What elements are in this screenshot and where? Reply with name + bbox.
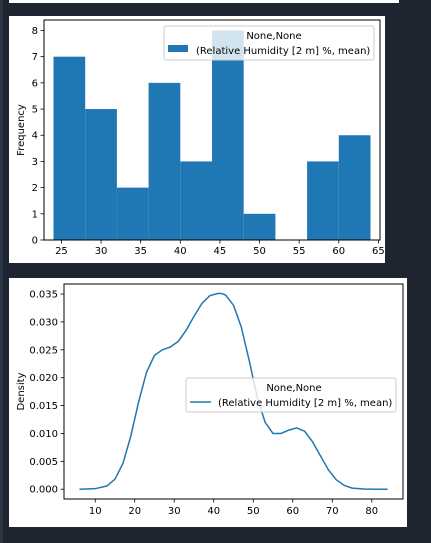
density-y-tick-label: 0.035 [29, 290, 58, 301]
density-legend: None,None (Relative Humidity [2 m] %, me… [185, 377, 397, 413]
histogram-y-axis-label: Frequency [16, 104, 27, 156]
histogram-x-tick-label: 55 [293, 246, 306, 257]
histogram-bar [53, 56, 86, 240]
histogram-bar [243, 213, 276, 240]
density-y-tick-label: 0.020 [29, 373, 58, 384]
cell-edge [0, 0, 3, 543]
histogram-y-tick-label: 6 [32, 78, 38, 89]
density-x-tick-label: 20 [128, 506, 141, 517]
histogram-x-tick-label: 50 [253, 246, 266, 257]
density-chart: 10 20 30 40 50 60 70 80 0.000 0.005 0.010 0.015 0.0… [16, 283, 404, 517]
density-figure: 10 20 30 40 50 60 70 80 0.000 0.005 0.010 0.015 0.0… [9, 278, 407, 527]
density-y-tick-label: 0.000 [29, 485, 58, 496]
histogram-x-tick-label: 40 [174, 246, 187, 257]
histogram-x-tick-label: 65 [372, 246, 385, 257]
density-x-tick-label: 40 [207, 506, 220, 517]
histogram-bar [116, 187, 149, 240]
density-x-tick-label: 70 [326, 506, 339, 517]
histogram-y-tick-label: 3 [32, 157, 38, 168]
histogram-bar [338, 135, 371, 240]
histogram-bar [212, 30, 244, 240]
previous-output-strip [9, 0, 399, 3]
histogram-bar [180, 161, 212, 240]
density-x-tick-label: 50 [247, 506, 260, 517]
histogram-bar [85, 109, 117, 240]
density-legend-title: None,None [266, 383, 321, 394]
histogram-x-tick-label: 30 [95, 246, 108, 257]
density-x-tick-label: 60 [286, 506, 299, 517]
histogram-x-tick-label: 60 [332, 246, 345, 257]
histogram-bar [148, 82, 181, 240]
histogram-bar [307, 161, 339, 240]
density-x-tick-label: 80 [365, 506, 378, 517]
density-legend-label: (Relative Humidity [2 m] %, mean) [218, 398, 392, 409]
histogram-legend-title: None,None [246, 31, 301, 42]
histogram-legend-label: (Relative Humidity [2 m] %, mean) [196, 46, 370, 57]
density-y-tick-label: 0.030 [29, 317, 58, 328]
density-line [79, 292, 388, 490]
density-y-tick-label: 0.010 [29, 429, 58, 440]
histogram-y-tick-label: 5 [32, 105, 38, 116]
histogram-legend-swatch [168, 45, 188, 52]
histogram-x-tick-label: 25 [55, 246, 68, 257]
density-x-tick-label: 10 [89, 506, 102, 517]
histogram-y-tick-label: 0 [32, 236, 38, 247]
density-axes-frame [63, 283, 404, 500]
density-y-tick-label: 0.005 [29, 457, 58, 468]
histogram-x-tick-label: 35 [134, 246, 147, 257]
histogram-axes-frame [43, 19, 381, 241]
histogram-x-tick-label: 45 [214, 246, 227, 257]
histogram-y-tick-label: 4 [32, 131, 38, 142]
histogram-y-tick-label: 1 [32, 209, 38, 220]
density-y-tick-label: 0.015 [29, 401, 58, 412]
histogram-legend: None,None (Relative Humidity [2 m] %, me… [163, 25, 375, 61]
histogram-y-tick-label: 2 [32, 183, 38, 194]
density-x-tick-label: 30 [168, 506, 181, 517]
histogram-y-tick-label: 8 [32, 26, 38, 37]
histogram-y-tick-label: 7 [32, 52, 38, 63]
density-y-axis-label: Density [16, 372, 27, 410]
density-y-tick-label: 0.025 [29, 345, 58, 356]
